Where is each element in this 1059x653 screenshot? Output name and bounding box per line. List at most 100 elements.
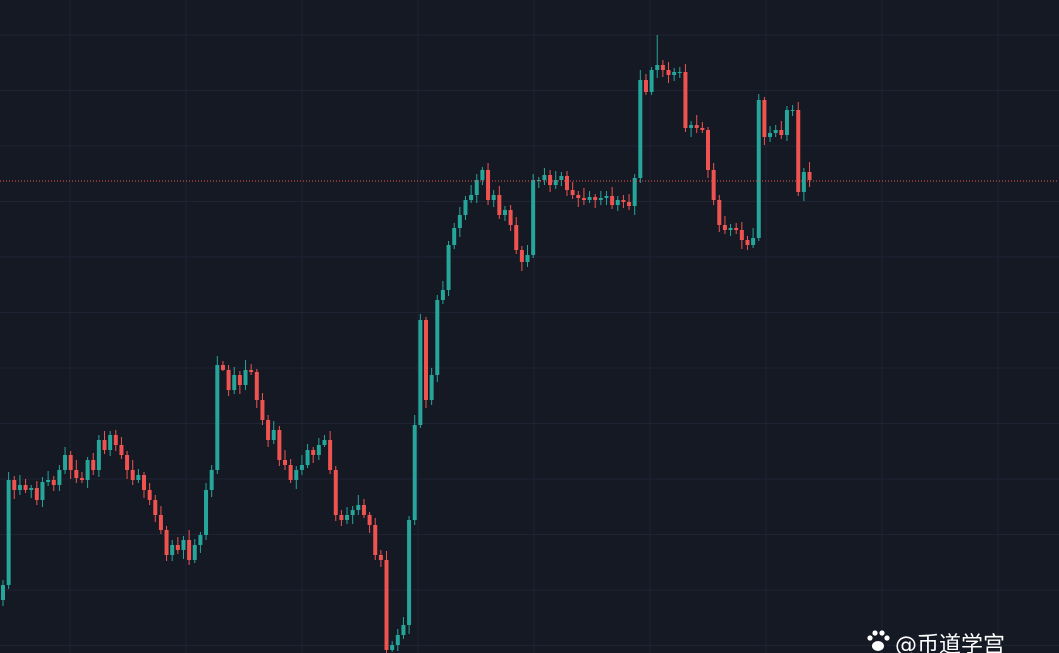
- candle-body: [677, 72, 682, 73]
- candle-body: [17, 485, 22, 490]
- candle-body: [51, 480, 56, 485]
- candle-body: [429, 375, 434, 400]
- candle-body: [130, 470, 135, 480]
- candle-body: [305, 450, 310, 465]
- candle-body: [519, 250, 524, 262]
- candle-body: [147, 490, 152, 500]
- candle-body: [384, 560, 389, 650]
- candle-body: [46, 480, 51, 482]
- candle-body: [593, 197, 598, 200]
- candle-body: [271, 430, 276, 440]
- candle-body: [734, 228, 739, 230]
- candle-body: [502, 210, 507, 215]
- candle-body: [536, 180, 541, 181]
- candles: [0, 35, 1059, 653]
- candle-body: [649, 70, 654, 92]
- candle-body: [350, 510, 355, 515]
- candle-body: [565, 176, 569, 190]
- candle-body: [790, 110, 795, 111]
- candle-body: [773, 130, 778, 133]
- candle-body: [762, 100, 767, 137]
- candle-body: [784, 110, 789, 135]
- candle-body: [598, 198, 603, 200]
- candle-body: [508, 210, 513, 225]
- candle-body: [79, 478, 84, 480]
- candle-body: [23, 485, 28, 490]
- watermark: @币道学宫: [895, 633, 1005, 653]
- candle-body: [209, 470, 214, 490]
- candle-body: [164, 530, 169, 555]
- candle-body: [74, 470, 79, 478]
- candle-body: [486, 170, 491, 200]
- candle-body: [604, 196, 609, 198]
- candle-body: [254, 372, 259, 400]
- candle-body: [373, 525, 378, 555]
- candle-body: [424, 320, 428, 400]
- candle-body: [706, 130, 710, 170]
- candle-body: [57, 470, 62, 485]
- candle-body: [316, 445, 321, 455]
- candle-body: [401, 625, 406, 635]
- candle-body: [96, 440, 101, 470]
- candle-body: [339, 515, 344, 520]
- candle-body: [232, 375, 237, 390]
- candle-body: [34, 488, 39, 500]
- candle-body: [745, 240, 750, 245]
- candle-body: [102, 440, 107, 450]
- candle-body: [125, 455, 130, 470]
- candle-body: [260, 400, 265, 420]
- candle-body: [215, 365, 220, 470]
- candle-body: [85, 460, 90, 480]
- candle-body: [1, 585, 5, 600]
- candle-body: [6, 480, 11, 585]
- candle-body: [277, 430, 282, 460]
- candle-body: [435, 300, 440, 375]
- candle-body: [294, 470, 299, 480]
- candle-body: [457, 215, 462, 228]
- candle-body: [311, 450, 316, 455]
- candle-body: [299, 465, 304, 470]
- candle-body: [322, 440, 327, 445]
- candle-body: [559, 176, 564, 180]
- candle-body: [220, 365, 225, 370]
- candle-body: [187, 540, 192, 560]
- candle-body: [728, 228, 733, 230]
- candle-body: [452, 228, 457, 245]
- candle-body: [542, 175, 547, 180]
- candle-body: [672, 72, 677, 75]
- candle-body: [615, 200, 620, 205]
- candle-body: [328, 440, 333, 470]
- candle-body: [497, 195, 502, 215]
- candle-body: [807, 172, 812, 180]
- candle-body: [192, 545, 197, 560]
- candle-body: [446, 245, 451, 290]
- candle-body: [237, 375, 242, 385]
- candle-body: [621, 200, 626, 202]
- candle-body: [175, 545, 180, 550]
- candle-body: [739, 230, 744, 240]
- candle-body: [717, 200, 722, 225]
- candle-body: [367, 515, 372, 525]
- candle-body: [418, 320, 423, 425]
- candle-body: [632, 178, 637, 206]
- candle-body: [91, 460, 96, 470]
- candle-body: [288, 465, 293, 480]
- candle-body: [226, 370, 231, 390]
- candle-body: [333, 470, 338, 515]
- candle-body: [181, 540, 186, 550]
- candle-body: [751, 238, 756, 245]
- candle-body: [119, 445, 124, 455]
- candle-body: [113, 435, 118, 445]
- candle-body: [779, 130, 784, 135]
- candle-body: [587, 197, 592, 200]
- candle-body: [610, 196, 615, 205]
- candle-body: [40, 482, 45, 500]
- candle-body: [283, 460, 287, 465]
- candle-body: [29, 488, 34, 490]
- candle-body: [756, 100, 761, 238]
- candle-body: [463, 200, 468, 215]
- candle-body: [638, 80, 643, 178]
- candle-body: [142, 475, 146, 490]
- candle-body: [531, 180, 536, 255]
